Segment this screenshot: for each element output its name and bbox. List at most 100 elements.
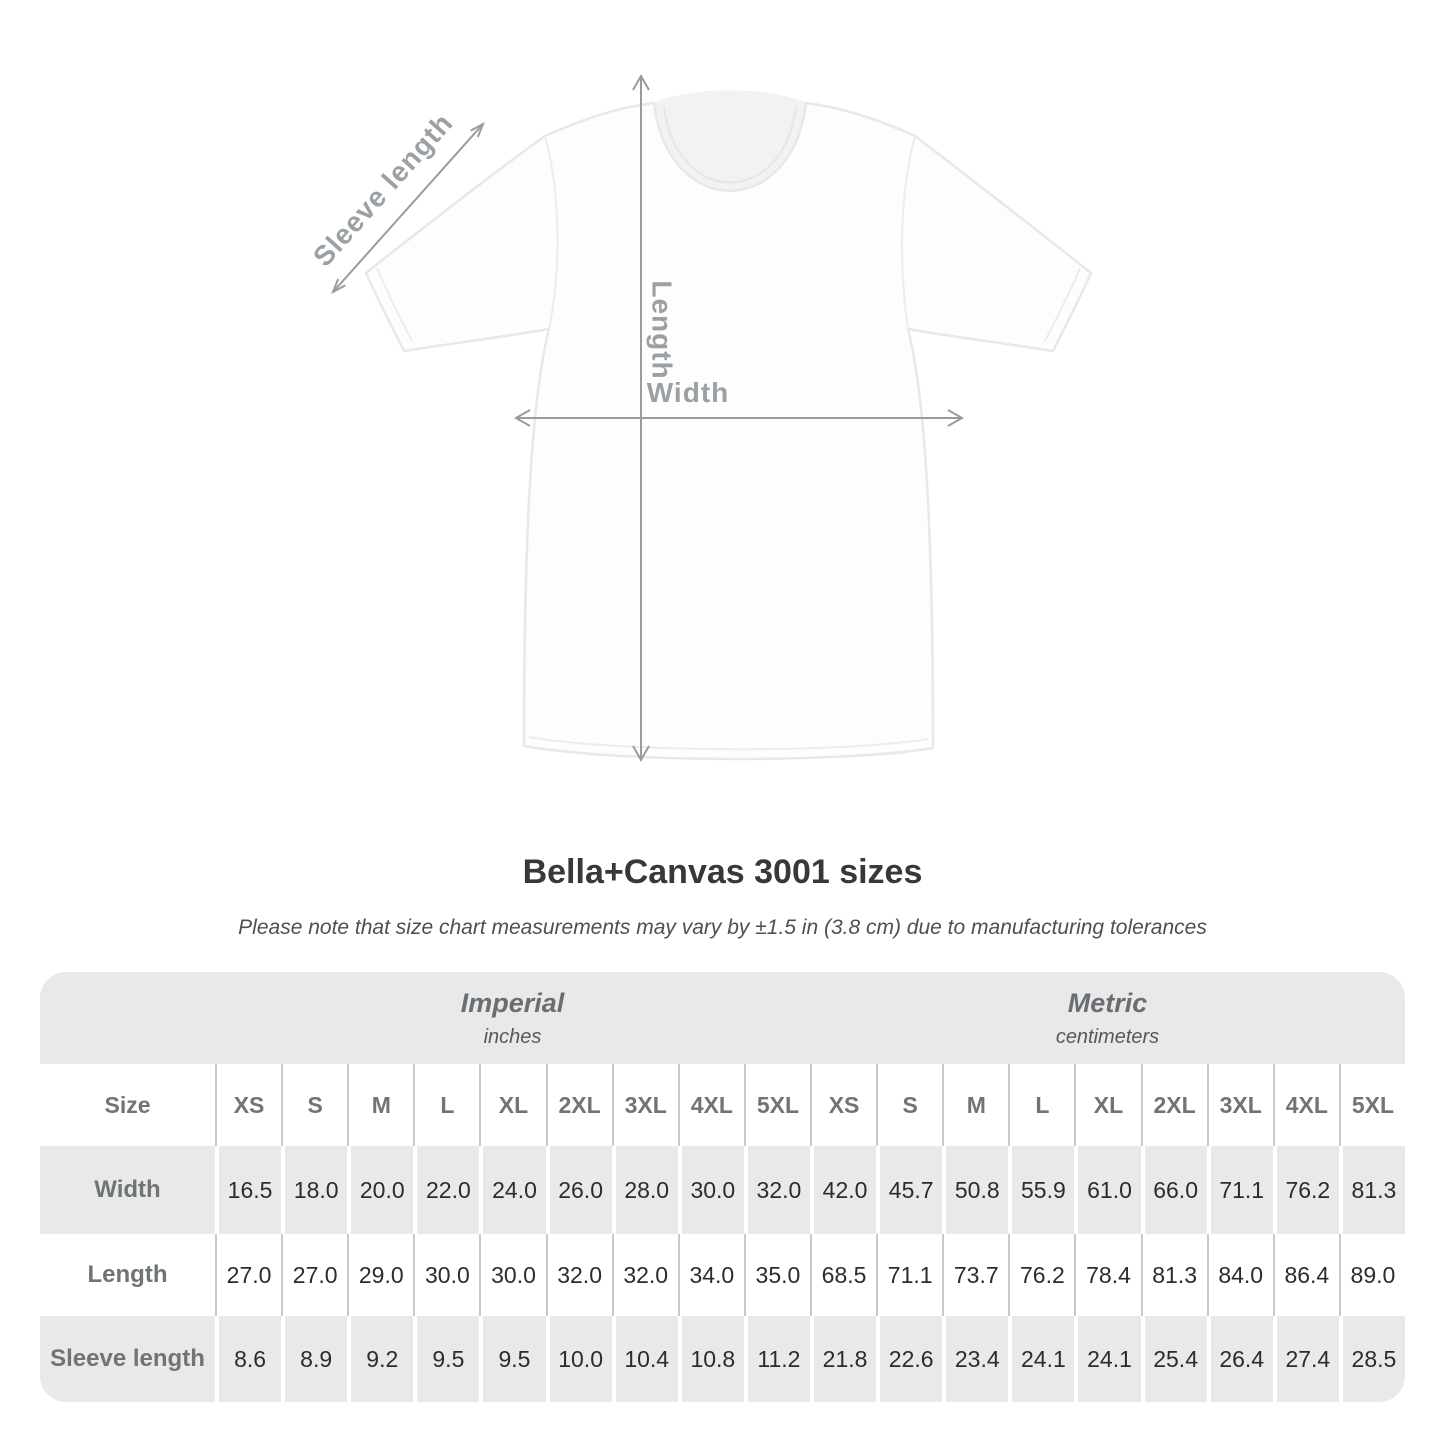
tolerance-note: Please note that size chart measurements…	[238, 916, 1207, 939]
size-header-metric-3xl: 3XL	[1206, 1064, 1273, 1146]
size-header-imperial-3xl: 3XL	[611, 1064, 678, 1146]
imperial-value: 27.0	[215, 1234, 281, 1316]
metric-value: 25.4	[1140, 1316, 1207, 1402]
size-header-metric-xs: XS	[810, 1064, 876, 1146]
metric-value: 73.7	[942, 1234, 1008, 1316]
size-header-imperial-l: L	[413, 1064, 479, 1146]
imperial-value: 29.0	[347, 1234, 413, 1316]
arrowhead-down-icon	[632, 745, 650, 763]
imperial-value: 27.0	[281, 1234, 347, 1316]
row-label: Length	[87, 1261, 168, 1288]
imperial-value: 8.9	[281, 1316, 348, 1402]
unit-header-band: Imperial inches Metric centimeters	[40, 972, 1405, 1064]
size-header-imperial-4xl: 4XL	[677, 1064, 744, 1146]
table-row-width: Width 16.5 18.0 20.0 22.0 24.0 26.0 28.0 30.0 32.…	[40, 1146, 1405, 1234]
imperial-value: 10.4	[611, 1316, 678, 1402]
metric-value: 78.4	[1074, 1234, 1140, 1316]
arrowhead-upright-icon	[470, 121, 485, 138]
width-arrow	[513, 409, 965, 427]
page-title: Bella+Canvas 3001 sizes	[522, 853, 923, 891]
metric-value: 26.4	[1206, 1316, 1273, 1402]
left-shoulder-seam	[544, 135, 559, 330]
metric-value: 76.2	[1272, 1146, 1339, 1234]
left-cuff-seam	[376, 267, 413, 342]
metric-value: 24.1	[1008, 1316, 1075, 1402]
size-corner-label: Size	[104, 1091, 151, 1118]
tshirt-neck-opening	[654, 90, 806, 191]
metric-value: 86.4	[1272, 1234, 1339, 1316]
imperial-value: 32.0	[545, 1234, 612, 1316]
imperial-value: 20.0	[347, 1146, 414, 1234]
right-cuff-seam	[1044, 267, 1081, 342]
imperial-label: Imperial	[460, 987, 565, 1018]
imperial-value: 9.5	[413, 1316, 480, 1402]
imperial-value: 35.0	[743, 1234, 810, 1316]
size-header-imperial-s: S	[281, 1064, 347, 1146]
size-header-metric-xl: XL	[1074, 1064, 1140, 1146]
imperial-value: 32.0	[743, 1146, 810, 1234]
arrowhead-left-icon	[513, 409, 531, 427]
imperial-value: 8.6	[215, 1316, 282, 1402]
right-shoulder-seam	[901, 135, 916, 330]
size-header-metric-l: L	[1008, 1064, 1074, 1146]
table-row-length: Length 27.0 27.0 29.0 30.0 30.0 32.0 32.0 34.0 35…	[40, 1234, 1405, 1316]
arrowhead-downleft-icon	[331, 278, 346, 295]
size-header-metric-m: M	[942, 1064, 1008, 1146]
size-header-imperial-xl: XL	[479, 1064, 545, 1146]
imperial-unit-label: inches	[483, 1025, 542, 1048]
table-row-sleeve-length: Sleeve length 8.6 8.9 9.2 9.5 9.5 10.0 10.4 10.8…	[40, 1316, 1405, 1402]
size-header-metric-2xl: 2XL	[1140, 1064, 1207, 1146]
size-header-metric-5xl: 5XL	[1338, 1064, 1405, 1146]
size-header-imperial-5xl: 5XL	[743, 1064, 810, 1146]
row-label: Sleeve length	[40, 1316, 215, 1402]
metric-value: 45.7	[876, 1146, 943, 1234]
metric-value: 23.4	[942, 1316, 1009, 1402]
size-header-imperial-2xl: 2XL	[545, 1064, 612, 1146]
imperial-unit-header: Imperial inches	[215, 988, 810, 1049]
metric-value: 55.9	[1008, 1146, 1075, 1234]
imperial-value: 10.8	[677, 1316, 744, 1402]
width-label: Width	[647, 377, 730, 408]
metric-value: 76.2	[1008, 1234, 1074, 1316]
bottom-hem-seam	[528, 736, 929, 751]
metric-unit-label: centimeters	[1055, 1025, 1160, 1048]
size-header-metric-s: S	[876, 1064, 942, 1146]
imperial-value: 18.0	[281, 1146, 348, 1234]
imperial-value: 28.0	[611, 1146, 678, 1234]
metric-value: 22.6	[876, 1316, 943, 1402]
imperial-value: 34.0	[677, 1234, 744, 1316]
imperial-value: 9.5	[479, 1316, 546, 1402]
row-label: Width	[40, 1146, 215, 1234]
imperial-value: 11.2	[743, 1316, 810, 1402]
size-header-imperial-xs: XS	[215, 1064, 281, 1146]
size-table: Imperial inches Metric centimeters Size X…	[40, 972, 1405, 1402]
imperial-value: 22.0	[413, 1146, 480, 1234]
metric-value: 81.3	[1140, 1234, 1207, 1316]
imperial-value: 24.0	[479, 1146, 546, 1234]
metric-value: 61.0	[1074, 1146, 1141, 1234]
metric-value: 84.0	[1206, 1234, 1273, 1316]
tshirt-measurement-diagram: Length Width Sleeve length	[307, 73, 1093, 763]
metric-value: 27.4	[1272, 1316, 1339, 1402]
imperial-value: 9.2	[347, 1316, 414, 1402]
metric-value: 66.0	[1140, 1146, 1207, 1234]
length-label: Length	[647, 280, 678, 379]
metric-value: 71.1	[1206, 1146, 1273, 1234]
metric-value: 89.0	[1338, 1234, 1405, 1316]
size-header-row: Size XS S M L XL 2XL 3XL 4XL 5XL XS S M L XL 2XL 3XL 4XL 5…	[40, 1064, 1405, 1146]
imperial-value: 30.0	[479, 1234, 545, 1316]
metric-value: 21.8	[810, 1316, 877, 1402]
metric-value: 68.5	[810, 1234, 876, 1316]
imperial-value: 26.0	[545, 1146, 612, 1234]
tshirt-body-outline	[364, 101, 1093, 761]
metric-value: 81.3	[1338, 1146, 1405, 1234]
metric-value: 28.5	[1338, 1316, 1405, 1402]
arrowhead-right-icon	[947, 409, 965, 427]
imperial-value: 30.0	[677, 1146, 744, 1234]
collar-seam	[663, 105, 797, 184]
imperial-value: 16.5	[215, 1146, 282, 1234]
imperial-value: 32.0	[611, 1234, 678, 1316]
arrowhead-up-icon	[632, 73, 650, 91]
imperial-value: 10.0	[545, 1316, 612, 1402]
